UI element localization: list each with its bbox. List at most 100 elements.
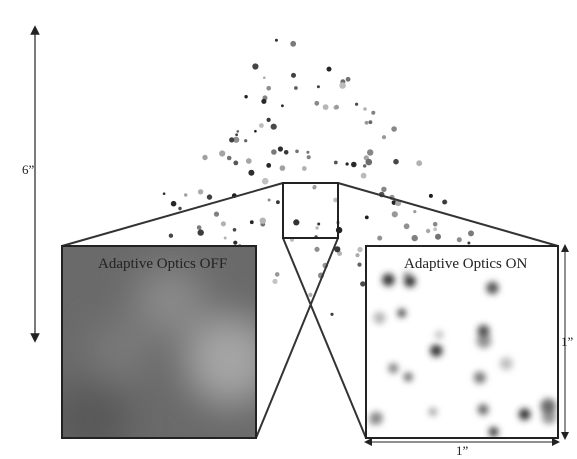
star — [361, 173, 367, 179]
blurred-star — [477, 325, 489, 337]
star — [371, 111, 375, 115]
blurred-star — [398, 309, 406, 317]
star — [293, 219, 299, 225]
star — [284, 150, 289, 155]
panel-title: Adaptive Optics ON — [404, 256, 527, 272]
star — [365, 216, 369, 220]
star — [290, 41, 296, 47]
star — [327, 67, 332, 72]
star — [315, 226, 318, 229]
star — [468, 230, 474, 236]
ao-on-panel — [366, 246, 558, 438]
star — [163, 192, 166, 195]
zoom-box — [283, 183, 338, 238]
star — [280, 165, 286, 171]
blurred-star — [374, 312, 386, 324]
star — [169, 234, 173, 238]
star — [233, 241, 237, 245]
star — [268, 199, 271, 202]
star — [317, 85, 320, 88]
star — [197, 225, 202, 230]
star — [229, 137, 234, 142]
star — [367, 149, 373, 155]
star — [207, 194, 212, 199]
panel-height-label: 1” — [561, 334, 574, 349]
blurred-star — [486, 282, 499, 295]
star — [357, 247, 362, 252]
star — [392, 211, 398, 217]
star — [261, 99, 266, 104]
blurred-star — [404, 276, 416, 288]
star — [435, 234, 441, 240]
blurred-star — [435, 331, 443, 339]
blurred-star — [474, 372, 486, 384]
star — [250, 220, 254, 224]
blurred-star — [370, 412, 383, 425]
star — [433, 222, 438, 227]
star — [244, 95, 247, 98]
star — [233, 228, 237, 232]
star — [266, 163, 271, 168]
star — [235, 133, 238, 136]
star — [233, 161, 238, 166]
star — [413, 210, 416, 213]
panel-width-label: 1” — [456, 443, 469, 458]
star — [244, 139, 247, 142]
blurred-star — [478, 404, 489, 415]
blurred-star — [388, 363, 398, 373]
star — [275, 272, 280, 277]
star — [198, 229, 204, 235]
star — [412, 235, 418, 241]
star — [214, 212, 219, 217]
star — [355, 103, 358, 106]
star — [178, 207, 181, 210]
panel-title: Adaptive Optics OFF — [98, 256, 227, 272]
star — [295, 150, 299, 154]
star — [357, 263, 361, 267]
star — [365, 121, 369, 125]
star — [294, 86, 298, 90]
star — [346, 162, 349, 165]
blurred-star — [382, 274, 395, 287]
star — [323, 104, 329, 110]
star — [416, 160, 422, 166]
star — [314, 247, 319, 252]
star — [237, 130, 240, 133]
star — [334, 161, 338, 165]
star — [346, 77, 351, 82]
blurred-star — [429, 408, 437, 416]
star — [426, 229, 430, 233]
star — [308, 293, 312, 297]
star — [334, 105, 339, 110]
blurred-star — [519, 409, 531, 421]
star — [363, 164, 366, 167]
star — [246, 158, 252, 164]
star — [278, 146, 283, 151]
star — [259, 123, 264, 128]
star — [314, 101, 319, 106]
star — [271, 149, 277, 155]
star — [306, 151, 309, 154]
star — [391, 126, 397, 132]
blurred-star — [540, 399, 556, 415]
blurred-star — [489, 427, 499, 437]
star — [377, 236, 382, 241]
star — [262, 178, 269, 185]
star — [307, 155, 311, 159]
star — [248, 170, 254, 176]
star — [433, 227, 437, 231]
star — [260, 218, 266, 224]
star — [429, 194, 433, 198]
star — [351, 162, 357, 168]
blurred-star — [430, 345, 442, 357]
star — [263, 76, 266, 79]
star — [363, 107, 367, 111]
ao-off-panel — [50, 246, 275, 459]
star — [302, 166, 307, 171]
star — [404, 223, 410, 229]
star — [219, 150, 225, 156]
star — [339, 82, 346, 89]
blurred-star — [500, 357, 513, 370]
star — [317, 223, 320, 226]
star — [393, 159, 399, 165]
